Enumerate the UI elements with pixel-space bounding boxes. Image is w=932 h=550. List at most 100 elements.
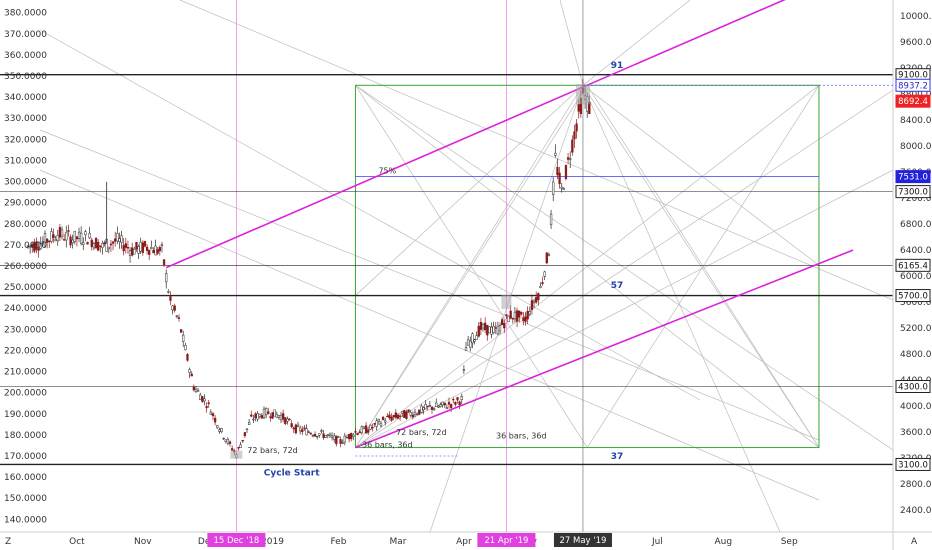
candle-body: [526, 310, 529, 320]
x-axis-label: Dec: [198, 537, 215, 547]
candle-body: [481, 324, 485, 329]
left-axis-tick: 160.0000: [4, 473, 47, 483]
candle-body: [141, 242, 144, 253]
candle-body: [301, 429, 304, 433]
candle-body: [86, 241, 89, 245]
candle-body: [260, 415, 264, 419]
right-axis-tick: 5200.0: [900, 324, 932, 334]
left-axis-tick: 220.0000: [4, 346, 47, 356]
candle-body: [162, 259, 166, 266]
candle-body: [101, 242, 104, 248]
candle-body: [430, 406, 434, 410]
candle-body: [339, 439, 342, 444]
candle-body: [26, 245, 30, 248]
candle-body: [558, 172, 561, 185]
left-axis-tick: 310.0000: [4, 156, 47, 166]
right-axis-tick: 5600.0: [900, 298, 932, 308]
candle-body: [126, 247, 130, 249]
candle-body: [154, 245, 157, 256]
candle-body: [398, 415, 402, 417]
candle-body: [509, 310, 512, 319]
candle-body: [33, 242, 36, 252]
candle-body: [471, 333, 474, 344]
right-axis-tick: 8000.0: [900, 142, 932, 152]
candle-body: [294, 424, 298, 434]
annotation-label: 57: [611, 281, 624, 291]
candle-body: [184, 344, 187, 351]
candle-body: [460, 396, 463, 400]
candle-body: [111, 241, 115, 244]
candle-body: [173, 305, 176, 311]
left-axis-tick: 170.0000: [4, 452, 47, 462]
candle-body: [415, 413, 419, 416]
price-level-tag-label: 3100.0: [898, 460, 928, 470]
candle-body: [50, 231, 53, 242]
candle-body: [201, 396, 204, 402]
right-axis-tick: 9600.0: [900, 38, 932, 48]
candle-body: [158, 247, 161, 252]
candle-body: [218, 429, 221, 432]
candle-body: [330, 435, 334, 438]
candle-body: [175, 315, 178, 317]
candle-body: [458, 401, 461, 406]
price-tags: 15 Dec '18 21 Apr '19 27 May '19 9100.0 7300…: [207, 68, 931, 547]
candle-body: [309, 432, 312, 435]
candle-body: [171, 305, 174, 311]
left-axis-tick: 210.0000: [4, 368, 47, 378]
annotation-label: 75%: [378, 166, 396, 175]
candle-body: [35, 241, 38, 250]
candle-body: [498, 325, 502, 332]
candle-body: [99, 245, 102, 247]
candle-body: [94, 237, 98, 249]
left-axis-tick: 280.0000: [4, 220, 47, 230]
candle-body: [82, 242, 85, 246]
candle-body: [41, 241, 45, 244]
candle-body: [384, 420, 387, 423]
right-axis-tick: 6800.0: [900, 220, 932, 230]
candle-body: [360, 426, 363, 434]
candle-body: [288, 418, 291, 421]
candle-body: [379, 422, 383, 427]
candle-body: [169, 296, 172, 301]
candle-body: [107, 246, 110, 250]
candle-body: [192, 386, 196, 391]
candle-body: [424, 404, 427, 410]
candle-body: [411, 414, 415, 418]
candle-body: [554, 152, 557, 156]
candle-body: [324, 435, 327, 438]
candle-body: [205, 406, 208, 409]
date-tag: [553, 533, 612, 547]
candle-body: [247, 422, 251, 425]
fan-line: [39, 169, 820, 501]
x-axis-label: Oct: [69, 537, 85, 547]
right-axis-tick: 4800.0: [900, 350, 932, 360]
candle-body: [271, 412, 274, 419]
candle-body: [207, 402, 210, 404]
candle-body: [364, 425, 368, 434]
candle-body: [150, 247, 153, 250]
candle-body: [133, 248, 136, 255]
left-axis-tick: 230.0000: [4, 325, 47, 335]
candle-body: [501, 319, 504, 326]
candle-body: [145, 246, 149, 251]
right-axis-tick: 6400.0: [900, 246, 932, 256]
candle-body: [388, 414, 391, 419]
left-axis-tick: 150.0000: [4, 494, 47, 504]
candle-body: [405, 411, 408, 419]
x-axis-label: Sep: [781, 537, 798, 547]
candle-body: [392, 415, 395, 418]
candle-body: [71, 239, 74, 244]
candle-body: [556, 167, 559, 176]
candle-body: [80, 232, 83, 244]
right-axis-tick: 8400.0: [900, 116, 932, 126]
right-axis-tick: 4000.0: [900, 402, 932, 412]
left-axis-tick: 240.0000: [4, 304, 47, 314]
x-axis-label: Feb: [330, 537, 346, 547]
price-level-tag-label: 9100.0: [898, 71, 928, 81]
left-axis-tick: 140.0000: [4, 515, 47, 525]
candle-body: [203, 398, 206, 402]
candle-body: [213, 417, 217, 423]
candle-body: [407, 409, 410, 412]
date-tag-label: 21 Apr '19: [484, 536, 528, 546]
